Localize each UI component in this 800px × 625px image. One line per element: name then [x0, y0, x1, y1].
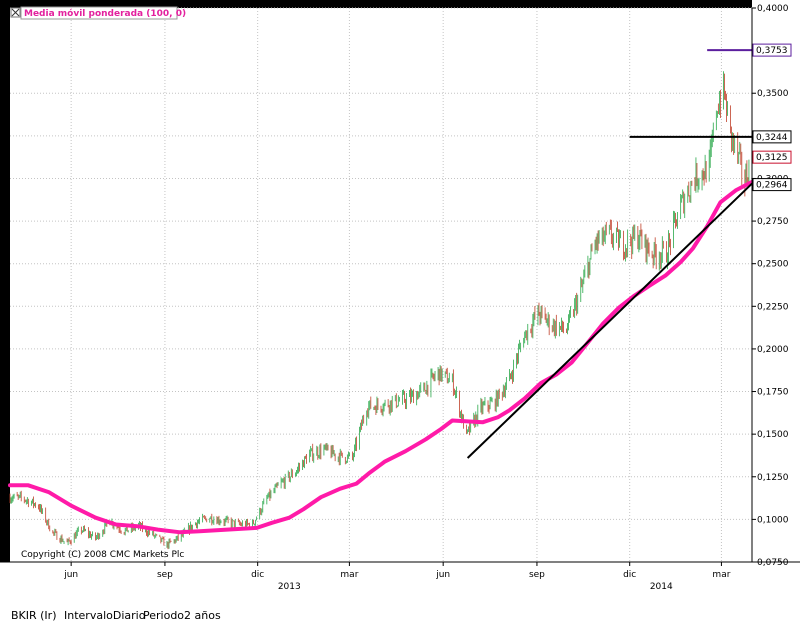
y-tick-label: 0,0750: [757, 558, 789, 568]
value-badge-label: 0,2964: [756, 181, 788, 191]
moving-average-line: [8, 179, 754, 535]
x-tick-label: mar: [340, 570, 358, 580]
y-tick-label: 0,2750: [757, 217, 789, 227]
value-badge-label: 0,3244: [756, 133, 788, 143]
y-tick-label: 0,2250: [757, 302, 789, 312]
moving-average-series: [8, 179, 754, 535]
x-year-label: 2013: [278, 582, 301, 592]
y-axis-panel: [752, 0, 800, 562]
value-badge: [752, 178, 792, 192]
legend-box: [20, 6, 178, 20]
annotations: [466, 49, 753, 459]
value-badge-label: 0,3125: [756, 153, 788, 163]
trendline: [466, 182, 753, 459]
interval-label: IntervaloDiario: [64, 609, 146, 622]
copyright-text: Copyright (C) 2008 CMC Markets Plc: [21, 550, 184, 560]
plot-area: [10, 8, 752, 562]
x-tick-label: sep: [157, 570, 173, 580]
y-tick-label: 0,1000: [757, 515, 789, 525]
x-axis-panel: [0, 562, 800, 600]
value-badge: [752, 150, 792, 164]
x-tick-label: dic: [251, 570, 264, 580]
symbol-label: BKIR (Ir): [11, 609, 57, 622]
value-badge: [752, 43, 792, 57]
y-tick-label: 0,2000: [757, 345, 789, 355]
x-axis: jun sep dic mar jun sep dic mar 2013 2014: [0, 561, 800, 592]
value-badge: [752, 130, 792, 144]
y-tick-label: 0,4000: [757, 4, 789, 14]
x-tick-label: jun: [63, 570, 78, 580]
chart-frame: 0,0750 0,1000 0,1250 0,1500 0,1750 0,2000 0,22…: [0, 0, 800, 600]
y-tick-label: 0,1500: [757, 430, 789, 440]
x-tick-label: jun: [435, 570, 450, 580]
x-tick-label: mar: [712, 570, 730, 580]
price-chart: 0,0750 0,1000 0,1250 0,1500 0,1750 0,2000 0,22…: [0, 0, 800, 600]
x-tick-label: sep: [529, 570, 545, 580]
y-tick-label: 0,1750: [757, 388, 789, 398]
price-bars: [9, 71, 753, 550]
y-tick-label: 0,1250: [757, 473, 789, 483]
x-year-label: 2014: [650, 582, 673, 592]
legend-label: Media móvil ponderada (100, 0): [24, 8, 186, 19]
period-label: Periodo2 años: [143, 609, 221, 622]
x-tick-label: dic: [623, 570, 636, 580]
y-tick-label: 0,2500: [757, 260, 789, 270]
checkbox-x-mark: [11, 8, 20, 17]
status-bar: BKIR (Ir) IntervaloDiario Periodo2 años: [0, 600, 800, 625]
legend[interactable]: Media móvil ponderada (100, 0): [10, 6, 186, 20]
value-badges: 0,3753 0,3244 0,3125 0,2964: [752, 43, 792, 192]
value-badge-label: 0,3753: [756, 46, 788, 56]
y-tick-label: 0,3500: [757, 89, 789, 99]
